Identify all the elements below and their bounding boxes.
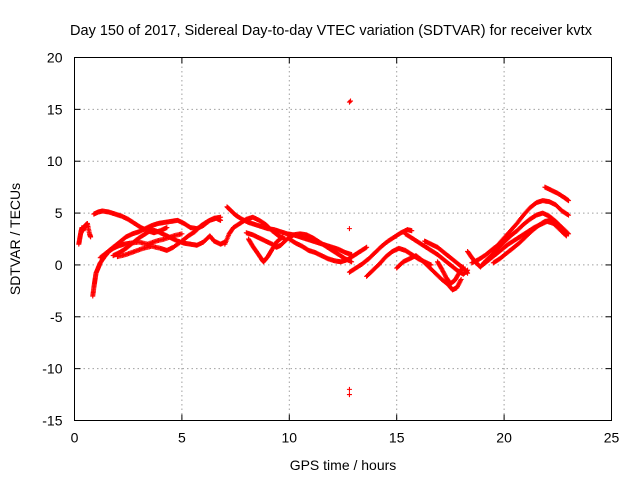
data-point [164, 225, 170, 231]
series-arc-6 [224, 204, 355, 258]
y-tick-label: 0 [55, 257, 63, 273]
x-tick-label: 20 [496, 430, 512, 446]
x-tick-label: 0 [71, 430, 79, 446]
data-point [566, 212, 572, 218]
data-point [179, 231, 185, 237]
y-tick-label: 15 [47, 101, 63, 117]
data-point [409, 228, 415, 234]
y-tick-label: 5 [55, 205, 63, 221]
x-axis-label: GPS time / hours [290, 457, 397, 473]
axis-ticks [74, 57, 612, 421]
data-point [458, 276, 464, 282]
data-point [346, 386, 352, 392]
series-arc-early [76, 220, 94, 247]
y-tick-label: -5 [50, 309, 63, 325]
series-arc-13 [394, 253, 464, 293]
plot-frame [74, 57, 612, 421]
y-axis-label: SDTVAR / TECUs [7, 183, 23, 295]
series-arc-21 [542, 184, 572, 204]
series-arc-7 [222, 214, 288, 247]
data-point [88, 234, 94, 240]
series-arc-20 [490, 217, 567, 266]
data-point [560, 230, 566, 236]
y-tick-label: -15 [42, 413, 62, 429]
tick-labels: 0 5 10 15 20 25 -15 -10 -5 0 5 10 15 20 [42, 50, 619, 446]
series-arc-14 [402, 231, 471, 277]
grid-lines [74, 57, 612, 421]
data-point [460, 265, 466, 271]
data-point [346, 99, 352, 105]
data-point [346, 392, 352, 398]
x-tick-label: 15 [389, 430, 405, 446]
data-point [561, 231, 567, 237]
data-point [460, 264, 466, 270]
x-tick-label: 10 [282, 430, 298, 446]
data-markers [76, 98, 572, 398]
x-tick-label: 5 [178, 430, 186, 446]
data-point [363, 245, 369, 251]
series-outliers [346, 98, 354, 398]
data-point [348, 98, 354, 104]
y-tick-label: 10 [47, 153, 63, 169]
y-tick-label: -10 [42, 361, 62, 377]
x-tick-label: 25 [604, 430, 620, 446]
data-point [218, 214, 224, 220]
data-point [280, 234, 286, 240]
series-arc-9 [245, 234, 286, 265]
series-arc-5 [114, 214, 224, 260]
series-arc-16 [435, 259, 466, 287]
data-point [349, 259, 355, 265]
data-point [279, 235, 285, 241]
series-arc-3 [97, 215, 224, 261]
data-point [364, 244, 370, 250]
series-arc-10 [286, 236, 370, 265]
data-point [346, 226, 352, 232]
data-point [566, 198, 572, 204]
data-point [565, 212, 571, 218]
y-tick-label: 20 [47, 50, 63, 66]
data-point [464, 269, 470, 275]
chart-title: Day 150 of 2017, Sidereal Day-to-day VTE… [70, 23, 593, 39]
series-arc-18 [469, 198, 572, 266]
data-point [465, 270, 471, 276]
series-arc-11 [346, 227, 415, 275]
series-arc-4 [110, 227, 228, 259]
